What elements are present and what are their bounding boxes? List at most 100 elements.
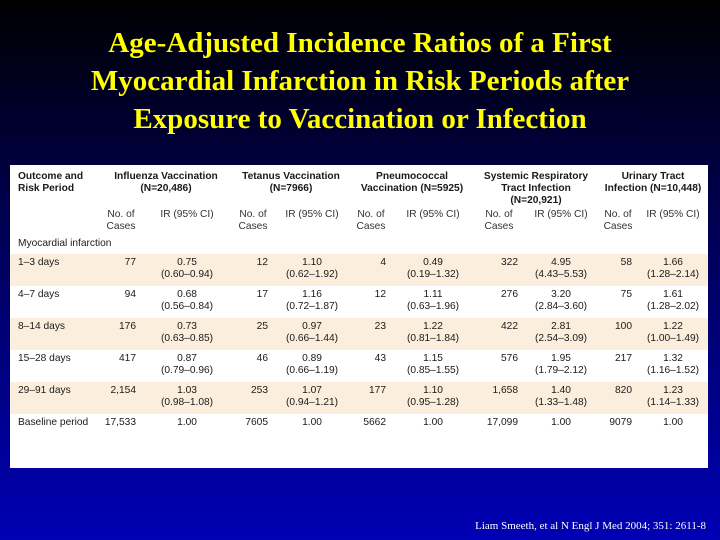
ir-cell: 1.10 (0.95–1.28): [392, 382, 474, 414]
ci-value: (1.79–2.12): [534, 365, 588, 376]
ir-value: 1.00: [302, 417, 322, 428]
ir-value: 1.15: [423, 353, 443, 364]
cases-cell: 17: [232, 286, 274, 318]
ir-value: 3.20: [551, 289, 571, 300]
ir-cell: 0.89 (0.66–1.19): [274, 350, 350, 382]
ir-header: IR (95% CI): [646, 209, 700, 220]
cases-cell: 100: [598, 318, 639, 350]
ir-value: 1.00: [663, 417, 683, 428]
ir-cell: 0.49 (0.19–1.32): [392, 254, 474, 286]
ir-value: 4.95: [551, 257, 571, 268]
slide-title: Age-Adjusted Incidence Ratios of a First…: [0, 24, 720, 138]
ir-value: 0.89: [302, 353, 322, 364]
ir-value: 1.10: [423, 385, 443, 396]
risk-period-cell: 1–3 days: [10, 254, 100, 286]
cases-cell: 322: [474, 254, 524, 286]
ir-cell: 1.22 (0.81–1.84): [392, 318, 474, 350]
table-row: 1–3 days 77 0.75 (0.60–0.94) 12 1.10 (0.62–1.9…: [10, 254, 708, 286]
ci-value: (0.72–1.87): [285, 301, 339, 312]
group-header: Tetanus Vaccination (N=7966): [242, 171, 340, 194]
table-body: 1–3 days 77 0.75 (0.60–0.94) 12 1.10 (0.62–1.9…: [10, 254, 708, 446]
cases-cell: 217: [598, 350, 639, 382]
ci-value: (0.98–1.08): [160, 397, 214, 408]
cases-header: No. of Cases: [484, 209, 514, 232]
sub-header-row: No. of Cases IR (95% CI) No. of Cases IR…: [10, 209, 708, 237]
table-row: Baseline period 17,533 1.00 7605 1.00 5662 1.0…: [10, 414, 708, 446]
cases-cell: 4: [350, 254, 392, 286]
ir-value: 0.87: [177, 353, 197, 364]
outcome-header: Outcome and Risk Period: [18, 171, 84, 194]
ir-cell: 0.87 (0.79–0.96): [142, 350, 232, 382]
sub-header-empty: [10, 209, 100, 237]
ir-cell: 1.00: [524, 414, 599, 446]
group-header: Pneumococcal Vaccination (N=5925): [360, 171, 464, 194]
ir-cell: 1.00: [638, 414, 708, 446]
ir-value: 1.03: [177, 385, 197, 396]
ci-value: (1.16–1.52): [646, 365, 700, 376]
ir-value: 1.11: [423, 289, 443, 300]
ir-value: 2.81: [551, 321, 571, 332]
ir-cell: 1.00: [142, 414, 232, 446]
risk-period-cell: 4–7 days: [10, 286, 100, 318]
ci-value: (0.81–1.84): [406, 333, 460, 344]
ir-cell: 0.75 (0.60–0.94): [142, 254, 232, 286]
ci-value: (0.63–1.96): [406, 301, 460, 312]
cases-cell: 177: [350, 382, 392, 414]
ir-header: IR (95% CI): [534, 209, 588, 220]
ci-value: (1.28–2.02): [646, 301, 700, 312]
cases-cell: 25: [232, 318, 274, 350]
ir-cell: 1.32 (1.16–1.52): [638, 350, 708, 382]
cases-cell: 94: [100, 286, 142, 318]
ir-value: 1.40: [551, 385, 571, 396]
ci-value: (2.54–3.09): [534, 333, 588, 344]
cases-cell: 576: [474, 350, 524, 382]
ir-value: 0.75: [177, 257, 197, 268]
ir-header: IR (95% CI): [285, 209, 339, 220]
cases-cell: 12: [350, 286, 392, 318]
group-header: Influenza Vaccination (N=20,486): [114, 171, 218, 194]
cases-cell: 12: [232, 254, 274, 286]
cases-cell: 9079: [598, 414, 639, 446]
ir-cell: 0.97 (0.66–1.44): [274, 318, 350, 350]
ir-value: 1.61: [663, 289, 683, 300]
ci-value: (1.00–1.49): [646, 333, 700, 344]
cases-cell: 422: [474, 318, 524, 350]
ir-cell: 1.10 (0.62–1.92): [274, 254, 350, 286]
ci-value: (4.43–5.53): [534, 269, 588, 280]
ir-value: 1.22: [663, 321, 683, 332]
section-label: Myocardial infarction: [18, 238, 112, 249]
ir-cell: 1.03 (0.98–1.08): [142, 382, 232, 414]
ir-cell: 0.68 (0.56–0.84): [142, 286, 232, 318]
ir-cell: 1.23 (1.14–1.33): [638, 382, 708, 414]
ir-value: 1.16: [302, 289, 322, 300]
ir-cell: 0.73 (0.63–0.85): [142, 318, 232, 350]
cases-cell: 43: [350, 350, 392, 382]
ir-cell: 1.66 (1.28–2.14): [638, 254, 708, 286]
ci-value: (1.14–1.33): [646, 397, 700, 408]
table-row: 29–91 days 2,154 1.03 (0.98–1.08) 253 1.07 (0.…: [10, 382, 708, 414]
ci-value: (0.63–0.85): [160, 333, 214, 344]
ir-value: 1.07: [302, 385, 322, 396]
cases-cell: 176: [100, 318, 142, 350]
risk-period-cell: 29–91 days: [10, 382, 100, 414]
ir-cell: 1.00: [392, 414, 474, 446]
ci-value: (0.94–1.21): [285, 397, 339, 408]
ir-value: 1.22: [423, 321, 443, 332]
table-row: 4–7 days 94 0.68 (0.56–0.84) 17 1.16 (0.72–1.8…: [10, 286, 708, 318]
group-header: Systemic Respiratory Tract Infection (N=…: [483, 171, 589, 206]
ci-value: (0.19–1.32): [406, 269, 460, 280]
ci-value: (0.56–0.84): [160, 301, 214, 312]
ir-cell: 1.95 (1.79–2.12): [524, 350, 599, 382]
risk-period-cell: Baseline period: [10, 414, 100, 446]
cases-header: No. of Cases: [238, 209, 268, 232]
group-header-row: Outcome and Risk Period Influenza Vaccin…: [10, 165, 708, 209]
table-row: 8–14 days 176 0.73 (0.63–0.85) 25 0.97 (0.66–1…: [10, 318, 708, 350]
section-row: Myocardial infarction: [10, 237, 708, 254]
ci-value: (2.84–3.60): [534, 301, 588, 312]
cases-cell: 820: [598, 382, 639, 414]
ir-cell: 3.20 (2.84–3.60): [524, 286, 599, 318]
group-header: Urinary Tract Infection (N=10,448): [604, 171, 702, 194]
ci-value: (0.66–1.44): [285, 333, 339, 344]
cases-cell: 77: [100, 254, 142, 286]
cases-cell: 58: [598, 254, 639, 286]
